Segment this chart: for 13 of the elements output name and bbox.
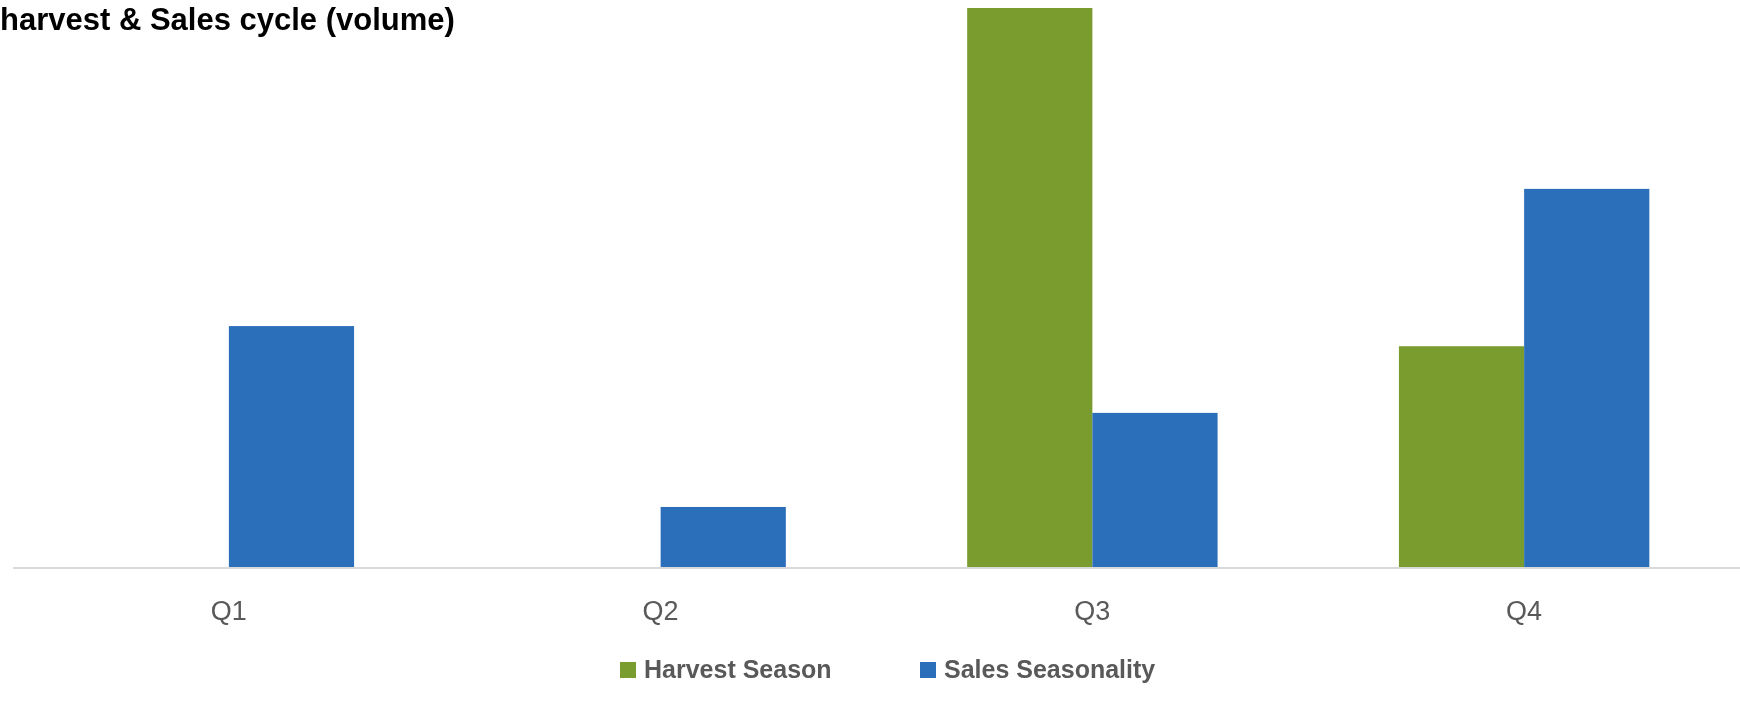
bar [967,8,1093,568]
x-tick-label: Q3 [1074,596,1111,626]
x-tick-label: Q4 [1506,596,1543,626]
legend-label: Sales Seasonality [944,654,1156,683]
bar [660,506,786,568]
bar [1398,346,1525,568]
legend-label: Harvest Season [644,654,832,683]
bar [228,326,355,568]
bar [1524,188,1650,568]
chart-title: harvest & Sales cycle (volume) [0,2,455,37]
bar [1092,412,1218,568]
x-tick-label: Q2 [642,596,679,626]
x-tick-label: Q1 [210,596,247,626]
